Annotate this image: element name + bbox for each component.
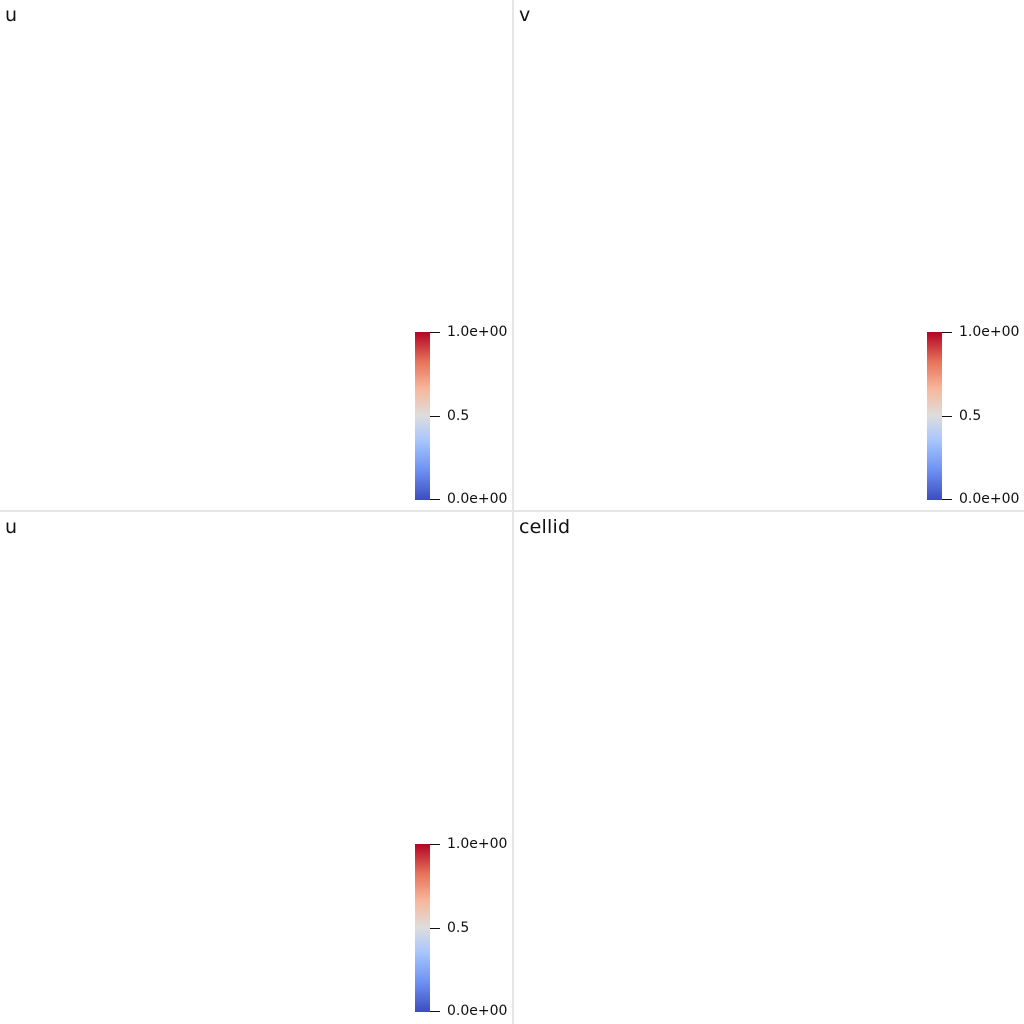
color-legend-tick-min — [430, 1011, 440, 1012]
color-legend[interactable]: 1.0e+00 0.5 0.0e+00 — [415, 324, 512, 510]
render-view-top-right[interactable]: v 1.0e+00 0.5 0.0e+00 — [514, 0, 1024, 510]
color-legend-tick-max — [430, 844, 440, 845]
color-legend-bar — [927, 332, 942, 500]
view-title: u — [5, 4, 18, 26]
color-legend-max-label: 1.0e+00 — [447, 836, 508, 852]
color-legend-mid-label: 0.5 — [447, 408, 470, 424]
view-splitter-vertical[interactable] — [512, 0, 514, 1024]
color-legend[interactable]: 1.0e+00 0.5 0.0e+00 — [415, 836, 512, 1024]
view-splitter-horizontal[interactable] — [0, 510, 1024, 512]
color-legend-tick-min — [942, 499, 952, 500]
color-legend-max-label: 1.0e+00 — [959, 324, 1020, 340]
view-title: cellid — [519, 516, 571, 538]
color-legend-bar — [415, 844, 430, 1012]
view-title: u — [5, 516, 18, 538]
color-legend-min-label: 0.0e+00 — [447, 491, 508, 507]
color-legend-bar — [415, 332, 430, 500]
color-legend-max-label: 1.0e+00 — [447, 324, 508, 340]
color-legend-tick-max — [430, 332, 440, 333]
render-view-top-left[interactable]: u 1.0e+00 0.5 0.0e+00 — [0, 0, 512, 510]
color-legend-tick-mid — [430, 928, 440, 929]
color-legend[interactable]: 1.0e+00 0.5 0.0e+00 — [927, 324, 1024, 510]
view-title: v — [519, 4, 531, 26]
render-view-bottom-right[interactable]: cellid — [514, 512, 1024, 1024]
color-legend-min-label: 0.0e+00 — [959, 491, 1020, 507]
color-legend-mid-label: 0.5 — [447, 920, 470, 936]
color-legend-min-label: 0.0e+00 — [447, 1003, 508, 1019]
color-legend-tick-mid — [942, 416, 952, 417]
color-legend-tick-mid — [430, 416, 440, 417]
color-legend-tick-min — [430, 499, 440, 500]
color-legend-tick-max — [942, 332, 952, 333]
color-legend-mid-label: 0.5 — [959, 408, 982, 424]
render-view-bottom-left[interactable]: u 1.0e+00 0.5 0.0e+00 — [0, 512, 512, 1024]
